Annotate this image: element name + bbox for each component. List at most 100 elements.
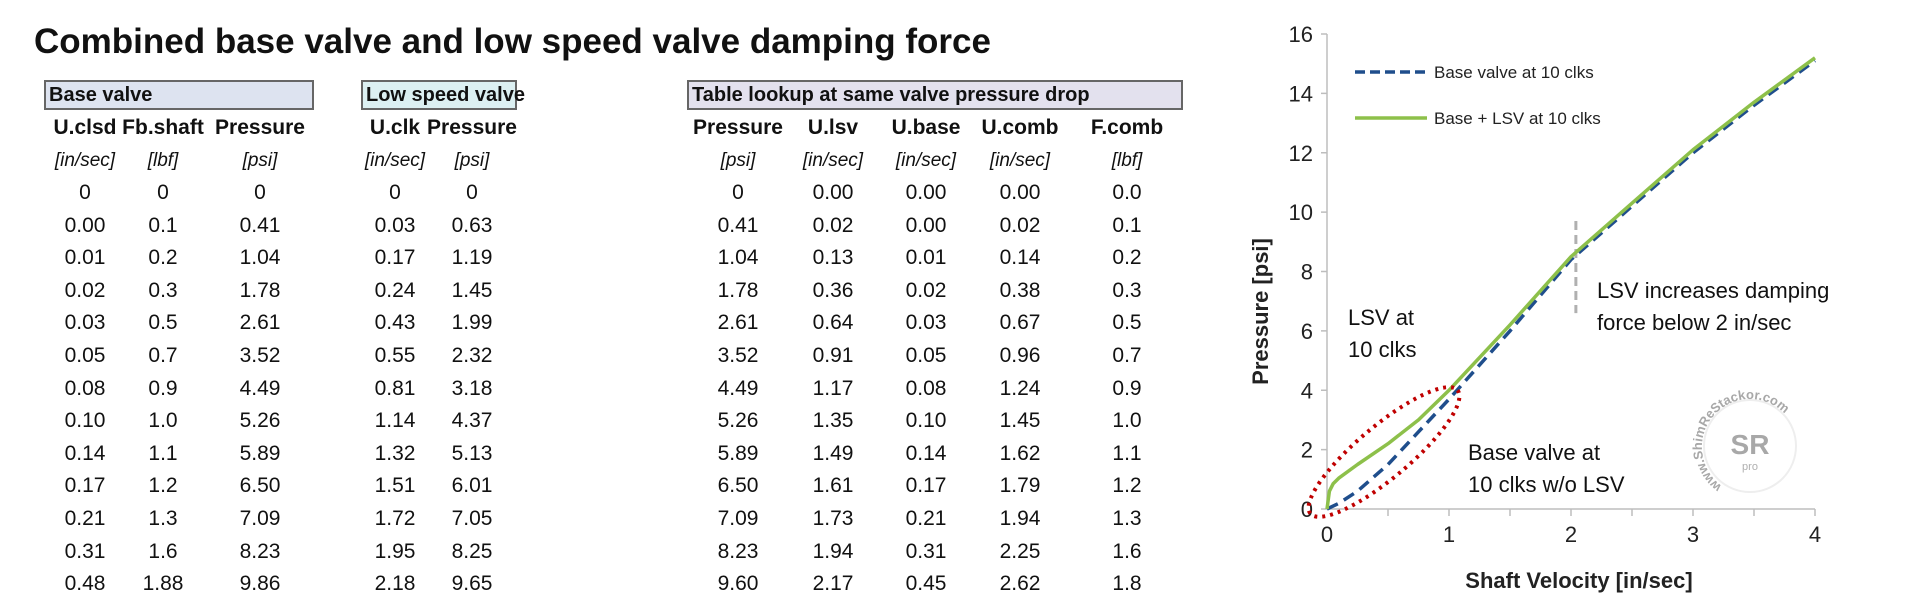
y-tick-label: 0 xyxy=(1301,497,1313,522)
table-cell: 0.13 xyxy=(812,246,854,270)
table-cell: 0.24 xyxy=(374,278,416,302)
table-cell: 0.2 xyxy=(148,246,178,270)
table-cell: 4.49 xyxy=(239,376,281,400)
x-tick-label: 4 xyxy=(1809,522,1821,547)
x-tick-label: 1 xyxy=(1443,522,1455,547)
table-cell: 2.17 xyxy=(812,572,854,596)
table-cell: 0.41 xyxy=(717,213,759,237)
highlight-ellipse xyxy=(1306,385,1462,519)
table-cell: 0.05 xyxy=(64,344,106,367)
table-cell: 0 xyxy=(79,181,91,204)
table-cell: 2.61 xyxy=(239,311,281,335)
series-line-1 xyxy=(1325,56,1817,510)
table-cell: 0.48 xyxy=(64,572,106,596)
legend-label-0: Base valve at 10 clks xyxy=(1434,63,1594,82)
table-cell: 2.61 xyxy=(717,311,759,335)
table-cell: 1.3 xyxy=(148,507,178,530)
table-cell: 1.73 xyxy=(812,507,854,530)
table-cell: 2.62 xyxy=(999,572,1041,596)
x-tick-label: 2 xyxy=(1565,522,1577,547)
y-tick-label: 10 xyxy=(1289,200,1313,225)
column-header: F.comb xyxy=(1090,116,1164,139)
table-cell: 0.9 xyxy=(1112,376,1142,400)
table-cell: 0.10 xyxy=(64,409,106,433)
table-cell: 7.09 xyxy=(717,507,759,530)
table-cell: 8.25 xyxy=(451,539,493,563)
table-cell: 9.65 xyxy=(451,572,493,596)
y-tick-label: 14 xyxy=(1289,81,1313,106)
table-cell: 7.09 xyxy=(239,507,281,530)
table-cell: 5.13 xyxy=(451,441,493,465)
watermark-logo xyxy=(1703,399,1797,493)
table-cell: 6.50 xyxy=(717,474,759,498)
table-cell: 0.96 xyxy=(999,344,1041,367)
x-axis-title: Shaft Velocity [in/sec] xyxy=(1465,568,1692,593)
column-header: Fb.shaft xyxy=(122,116,204,139)
column-header: U.clsd xyxy=(53,116,117,139)
y-tick-label: 2 xyxy=(1301,438,1313,463)
table-cell: 1.32 xyxy=(374,441,416,465)
table-cell: 1.45 xyxy=(999,409,1041,433)
annotation-text: Base valve at xyxy=(1468,440,1600,465)
table-cell: 0.08 xyxy=(905,376,947,400)
table-cell: 0.43 xyxy=(374,311,416,335)
table-cell: 0 xyxy=(466,181,478,204)
table-cell: 0.05 xyxy=(905,344,947,367)
legend-label-1: Base + LSV at 10 clks xyxy=(1434,109,1601,128)
annotation-text: 10 clks w/o LSV xyxy=(1468,472,1625,497)
table-cell: 0 xyxy=(254,181,266,204)
table-cell: 1.94 xyxy=(999,507,1041,530)
table-cell: 0.38 xyxy=(999,278,1041,302)
column-header: U.base xyxy=(891,116,961,139)
table-cell: 0.17 xyxy=(64,474,106,498)
table-cell: 2.25 xyxy=(999,539,1041,563)
table-cell: 1.51 xyxy=(374,474,416,498)
table-cell: 0.03 xyxy=(64,311,106,335)
table-cell: 0.02 xyxy=(999,213,1041,237)
table-cell: 1.78 xyxy=(717,278,759,302)
column-header: Pressure xyxy=(427,116,517,139)
table-cell: 0.9 xyxy=(148,376,178,400)
column-header: U.lsv xyxy=(807,116,859,139)
table-group-header: Table lookup at same valve pressure drop xyxy=(687,80,1183,110)
table-cell: 1.24 xyxy=(999,376,1041,400)
table-cell: 1.1 xyxy=(148,441,178,465)
table-cell: 0.14 xyxy=(64,441,106,465)
annotation-text: LSV increases damping xyxy=(1597,278,1829,303)
table-cell: 0.00 xyxy=(905,213,947,237)
page-title: Combined base valve and low speed valve … xyxy=(34,22,991,61)
table-cell: 0.17 xyxy=(374,246,416,270)
column-unit: [lbf] xyxy=(1111,150,1143,171)
table-cell: 1.14 xyxy=(374,409,416,433)
column-header: Pressure xyxy=(215,116,305,139)
table-cell: 0.14 xyxy=(905,441,947,465)
table-cell: 0.91 xyxy=(812,344,854,367)
table-cell: 8.23 xyxy=(717,539,759,563)
table-cell: 0.02 xyxy=(64,278,106,302)
table-cell: 1.45 xyxy=(451,278,493,302)
table-cell: 0.36 xyxy=(812,278,854,302)
table-cell: 1.19 xyxy=(451,246,493,270)
table-cell: 7.05 xyxy=(451,507,493,530)
table-cell: 0.5 xyxy=(1112,311,1142,335)
column-unit: [lbf] xyxy=(147,150,179,171)
column-unit: [psi] xyxy=(454,150,490,171)
table-cell: 0.64 xyxy=(812,311,854,335)
table-cell: 0.03 xyxy=(374,213,416,237)
annotation-text: LSV at xyxy=(1348,305,1414,330)
table-group-header: Low speed valve xyxy=(361,80,525,110)
table-cell: 9.60 xyxy=(717,572,759,596)
table-cell: 3.52 xyxy=(717,344,759,367)
table-cell: 3.52 xyxy=(239,344,281,367)
table-cell: 5.89 xyxy=(239,441,281,465)
table-cell: 0.3 xyxy=(1112,278,1142,302)
table-cell: 0.1 xyxy=(148,213,178,237)
column-unit: [in/sec] xyxy=(895,150,957,171)
table-cell: 0.3 xyxy=(148,278,178,302)
table-cell: 9.86 xyxy=(239,572,281,596)
table-cell: 1.95 xyxy=(374,539,416,563)
table-cell: 1.6 xyxy=(1112,539,1142,563)
table-cell: 1.0 xyxy=(148,409,178,433)
table-cell: 0.17 xyxy=(905,474,947,498)
